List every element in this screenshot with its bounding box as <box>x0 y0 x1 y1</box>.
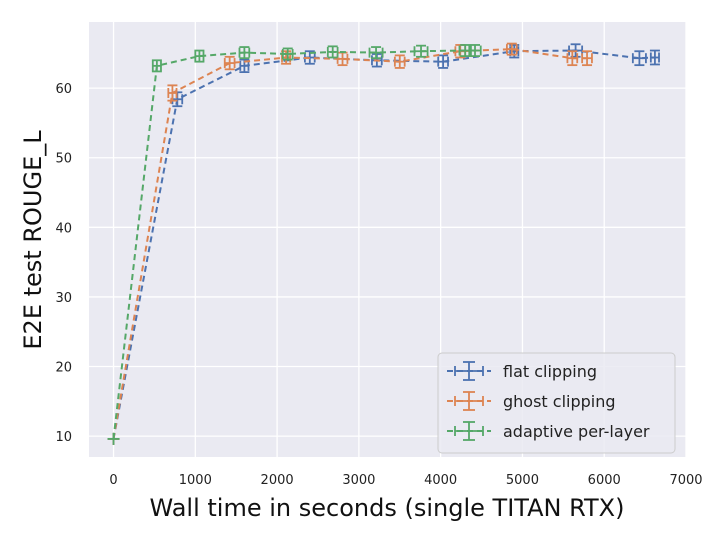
y-tick-label: 60 <box>55 82 72 97</box>
legend-label: flat clipping <box>503 362 597 381</box>
data-point <box>468 44 482 58</box>
data-point <box>413 44 429 58</box>
x-tick-label: 1000 <box>179 473 212 488</box>
x-tick-label: 2000 <box>261 473 294 488</box>
ticks: 0 1000 2000 3000 4000 5000 6000 7000 10 20 30 40 50 6… <box>55 82 702 488</box>
data-point <box>194 49 205 63</box>
legend-entry: flat clipping <box>447 361 597 381</box>
x-axis-title: Wall time in seconds (single TITAN RTX) <box>150 494 625 522</box>
y-tick-label: 30 <box>55 291 72 306</box>
legend-label: ghost clipping <box>503 392 616 411</box>
series-line <box>112 49 475 440</box>
data-point <box>393 54 406 69</box>
data-point <box>437 54 449 69</box>
x-tick-label: 3000 <box>342 473 375 488</box>
y-tick-label: 10 <box>55 430 72 445</box>
legend-label: adaptive per-layer <box>503 422 650 441</box>
data-point <box>326 45 339 59</box>
y-tick-label: 40 <box>55 221 72 236</box>
data-point <box>631 50 647 67</box>
series-2 <box>107 44 482 445</box>
data-point <box>505 42 518 56</box>
y-axis-title: E2E test ROUGE_L <box>19 130 47 350</box>
series-line <box>112 49 655 440</box>
data-point <box>281 47 294 61</box>
legend-entry: ghost clipping <box>447 391 616 411</box>
x-tick-label: 0 <box>109 473 117 488</box>
data-point <box>649 49 660 66</box>
legend-entry: adaptive per-layer <box>447 421 650 441</box>
data-point <box>167 84 178 102</box>
series-line <box>112 48 587 440</box>
y-tick-label: 50 <box>55 152 72 167</box>
legend-box <box>437 352 676 454</box>
data-point <box>238 46 251 60</box>
legend: flat clipping ghost clipping adaptive per-… <box>437 352 676 454</box>
x-tick-label: 7000 <box>669 473 702 488</box>
data-point <box>368 46 384 60</box>
data-point <box>223 55 236 71</box>
data-point <box>509 44 520 59</box>
x-tick-label: 5000 <box>506 473 539 488</box>
data-point <box>151 59 162 73</box>
data-point <box>566 50 579 67</box>
data-point <box>581 50 593 67</box>
y-tick-label: 20 <box>55 361 72 376</box>
x-tick-label: 6000 <box>588 473 621 488</box>
x-tick-label: 4000 <box>424 473 457 488</box>
series-layer <box>107 42 660 445</box>
data-point <box>107 432 120 445</box>
